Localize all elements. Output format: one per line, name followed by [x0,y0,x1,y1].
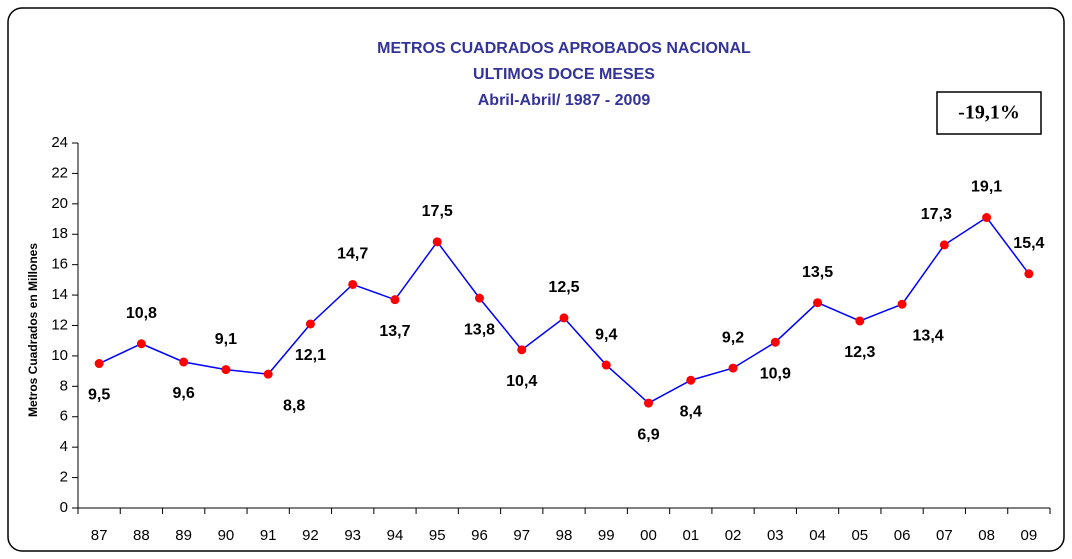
y-tick-label: 18 [51,225,68,242]
x-tick-label: 93 [344,527,361,544]
y-tick-label: 14 [51,286,68,303]
y-tick-label: 16 [51,256,68,273]
y-tick-label: 10 [51,347,68,364]
data-label: 12,1 [295,347,326,364]
marker [179,357,189,367]
data-label: 8,4 [680,403,702,420]
marker [94,359,104,369]
marker [348,279,358,289]
x-tick-label: 92 [302,527,319,544]
y-tick-label: 4 [60,438,68,455]
x-tick-label: 00 [640,527,657,544]
data-label: 13,7 [379,323,410,340]
data-label: 9,2 [722,329,744,346]
y-tick-label: 8 [60,377,68,394]
marker [390,295,400,305]
data-label: 13,5 [802,264,833,281]
data-label: 17,3 [921,206,952,223]
data-label: 9,6 [173,385,195,402]
data-label: 6,9 [637,426,659,443]
data-label: 9,1 [215,331,237,348]
data-label: 19,1 [971,179,1002,196]
marker [474,293,484,303]
x-tick-label: 07 [936,527,953,544]
x-tick-label: 96 [471,527,488,544]
x-tick-label: 05 [851,527,868,544]
marker [982,213,992,223]
x-tick-label: 94 [387,527,404,544]
x-tick-label: 09 [1021,527,1038,544]
marker [221,365,231,375]
marker [136,339,146,349]
marker [728,363,738,373]
x-tick-label: 95 [429,527,446,544]
chart-subtitle: Abril-Abril/ 1987 - 2009 [478,92,651,109]
y-tick-label: 6 [60,408,68,425]
data-label: 15,4 [1013,235,1044,252]
x-tick-label: 91 [260,527,277,544]
marker [686,375,696,385]
x-tick-label: 89 [175,527,192,544]
x-tick-label: 02 [725,527,742,544]
y-tick-label: 2 [60,469,68,486]
chart-frame [7,7,1065,552]
marker [305,319,315,329]
marker [813,298,823,308]
x-tick-label: 03 [767,527,784,544]
marker [517,345,527,355]
y-tick-label: 0 [60,499,68,516]
y-tick-label: 20 [51,195,68,212]
x-tick-label: 90 [218,527,235,544]
x-tick-label: 87 [91,527,108,544]
data-label: 10,4 [506,373,537,390]
y-tick-label: 24 [51,134,68,151]
x-tick-label: 04 [809,527,826,544]
data-label: 13,4 [913,327,944,344]
data-label: 8,8 [283,397,305,414]
data-label: 10,9 [760,365,791,382]
x-tick-label: 88 [133,527,150,544]
annotation-box [936,91,1042,135]
marker [644,398,654,408]
x-tick-label: 98 [556,527,573,544]
x-tick-label: 99 [598,527,615,544]
annotation: -19,1% [958,102,1020,124]
y-tick-label: 22 [51,164,68,181]
marker [1024,269,1034,279]
data-label: 9,5 [88,387,110,404]
x-tick-label: 06 [894,527,911,544]
marker [601,360,611,370]
chart-subtitle: ULTIMOS DOCE MESES [473,66,655,83]
marker [855,316,865,326]
marker [559,313,569,323]
data-label: 17,5 [422,203,453,220]
marker [770,337,780,347]
x-tick-label: 08 [978,527,995,544]
data-label: 13,8 [464,321,495,338]
marker [263,369,273,379]
marker [939,240,949,250]
x-tick-label: 01 [682,527,699,544]
x-tick-label: 97 [513,527,530,544]
marker [432,237,442,247]
data-label: 10,8 [126,305,157,322]
data-label: 9,4 [595,326,617,343]
y-axis-label: Metros Cuadrados en Millones [26,243,40,417]
marker [897,299,907,309]
data-label: 12,5 [548,279,579,296]
y-tick-label: 12 [51,316,68,333]
data-label: 12,3 [844,344,875,361]
data-label: 14,7 [337,246,368,263]
chart-title: METROS CUADRADOS APROBADOS NACIONAL [377,40,751,57]
